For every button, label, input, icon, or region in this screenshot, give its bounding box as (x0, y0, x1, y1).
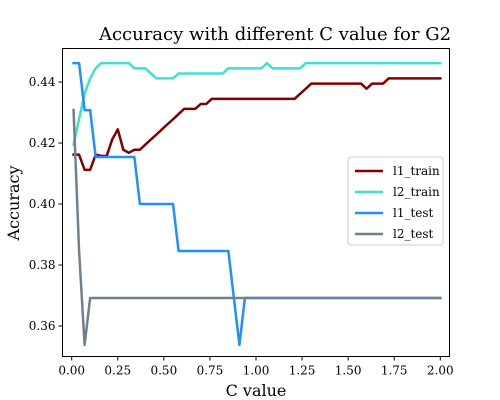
x-tick-label: 1.00 (243, 364, 270, 378)
legend-frame (347, 156, 444, 246)
y-tick-label: 0.44 (29, 75, 56, 89)
x-tick-label: 0.75 (197, 364, 224, 378)
series-line-l2-test (72, 108, 442, 347)
x-axis: 0.00 0.25 0.50 0.75 1.00 1.25 1.50 1.75 2.00 (58, 356, 454, 378)
legend-label: l1_train (393, 164, 440, 178)
series-layer (72, 61, 442, 347)
x-tick-label: 0.50 (150, 364, 177, 378)
x-tick-label: 0.25 (104, 364, 131, 378)
x-tick-label: 0.00 (58, 364, 85, 378)
series-line-l2-train (72, 61, 442, 147)
x-axis-label: C value (226, 381, 287, 400)
x-tick-label: 2.00 (427, 364, 454, 378)
x-tick-label: 1.25 (289, 364, 316, 378)
series-line-l1-train (72, 77, 442, 172)
y-tick-label: 0.40 (29, 197, 56, 211)
x-tick-label: 1.75 (381, 364, 408, 378)
legend-label: l1_test (393, 206, 434, 220)
y-tick-label: 0.38 (29, 258, 56, 272)
y-axis-label: Accuracy (4, 166, 23, 242)
legend-label: l2_train (393, 185, 440, 199)
legend-label: l2_test (393, 227, 434, 241)
legend: l1_train l2_train l1_test l2_test (347, 156, 444, 246)
x-tick-label: 1.50 (335, 364, 362, 378)
y-tick-label: 0.42 (29, 136, 56, 150)
y-axis: 0.36 0.38 0.40 0.42 0.44 (29, 75, 63, 333)
chart-title: Accuracy with different C value for G2 (98, 24, 451, 45)
y-tick-label: 0.36 (29, 319, 56, 333)
